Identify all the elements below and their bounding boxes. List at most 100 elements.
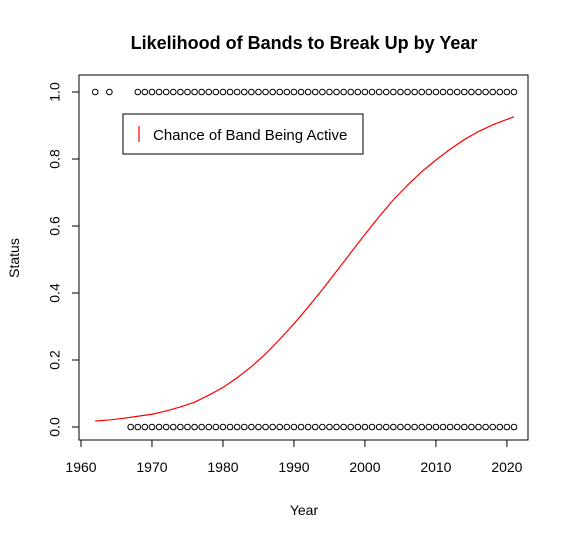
y-tick-label: 0.2 <box>47 350 63 370</box>
data-point <box>177 423 184 431</box>
data-point <box>503 88 511 96</box>
data-point <box>503 423 511 431</box>
data-point <box>382 88 390 96</box>
data-point <box>425 88 433 96</box>
data-point <box>184 88 191 96</box>
data-point <box>162 88 170 96</box>
data-point <box>425 423 433 431</box>
data-point <box>283 423 291 431</box>
data-point <box>304 423 312 431</box>
data-point <box>404 423 411 431</box>
data-point <box>397 423 404 431</box>
data-point <box>191 423 198 431</box>
data-point <box>276 423 284 431</box>
legend-label: Chance of Band Being Active <box>153 127 347 144</box>
data-point <box>375 423 383 431</box>
data-point <box>361 423 369 431</box>
data-point <box>212 423 220 431</box>
data-point <box>226 88 234 96</box>
data-point <box>155 88 163 96</box>
data-point <box>205 88 213 96</box>
data-point <box>453 88 461 96</box>
data-point <box>361 88 369 96</box>
data-point <box>446 88 454 96</box>
y-axis-label: Status <box>6 238 22 278</box>
data-point <box>297 423 305 431</box>
x-axis-label: Year <box>290 502 319 518</box>
data-point <box>446 423 454 431</box>
data-point <box>184 423 191 431</box>
data-point <box>404 88 411 96</box>
y-tick-label: 0.8 <box>47 149 63 169</box>
x-tick-label: 1990 <box>278 459 309 475</box>
data-point <box>340 423 347 431</box>
data-point <box>496 88 504 96</box>
data-point <box>482 423 489 431</box>
data-point <box>482 88 489 96</box>
data-point <box>311 88 319 96</box>
data-point <box>162 423 170 431</box>
data-point <box>347 88 355 96</box>
data-point <box>475 88 482 96</box>
data-point <box>461 88 468 96</box>
x-tick-label: 1960 <box>65 459 96 475</box>
data-point <box>453 423 461 431</box>
y-tick-label: 0.0 <box>47 417 63 437</box>
y-tick-label: 0.6 <box>47 216 63 236</box>
data-point <box>354 423 362 431</box>
probability-curve <box>95 116 515 422</box>
data-point <box>141 88 149 96</box>
data-point <box>248 88 255 96</box>
data-point <box>510 423 518 431</box>
data-point <box>240 88 248 96</box>
data-point <box>418 423 426 431</box>
data-point <box>333 88 340 96</box>
y-tick-label: 1.0 <box>47 82 63 102</box>
data-point <box>311 423 319 431</box>
data-point <box>475 423 482 431</box>
data-point <box>354 88 362 96</box>
data-point <box>141 423 149 431</box>
data-point <box>91 88 99 96</box>
data-point <box>255 88 262 96</box>
data-point <box>411 423 418 431</box>
data-point <box>262 88 269 96</box>
data-point <box>212 88 220 96</box>
data-point <box>283 88 291 96</box>
data-point <box>390 88 397 96</box>
data-point <box>368 423 376 431</box>
data-point <box>340 88 347 96</box>
data-point <box>233 423 241 431</box>
y-tick-label: 0.4 <box>47 283 63 303</box>
x-tick-label: 1980 <box>207 459 238 475</box>
data-point <box>304 88 312 96</box>
data-point <box>432 423 440 431</box>
data-point <box>248 423 255 431</box>
data-point <box>233 88 241 96</box>
data-point <box>198 423 205 431</box>
data-point <box>169 423 177 431</box>
data-point <box>127 423 134 431</box>
data-point <box>468 88 475 96</box>
x-tick-label: 2010 <box>420 459 451 475</box>
y-axis: 0.0 0.2 0.4 0.6 0.8 1.0 <box>47 82 80 437</box>
data-point <box>240 423 248 431</box>
data-point <box>297 88 305 96</box>
data-point <box>177 88 184 96</box>
data-point <box>439 88 447 96</box>
data-point <box>219 423 227 431</box>
data-point <box>262 423 269 431</box>
data-point <box>319 88 326 96</box>
data-point <box>397 88 404 96</box>
data-point <box>226 423 234 431</box>
data-point <box>496 423 504 431</box>
data-point <box>276 88 284 96</box>
data-point <box>269 88 276 96</box>
data-point <box>155 423 163 431</box>
legend-box <box>122 113 364 155</box>
data-point <box>169 88 177 96</box>
data-point <box>461 423 468 431</box>
x-tick-label: 2000 <box>349 459 380 475</box>
data-point <box>411 88 418 96</box>
